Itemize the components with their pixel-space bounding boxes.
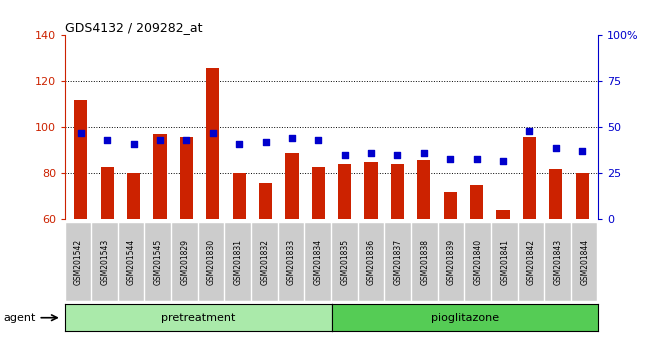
Point (287, 136, 297, 141)
Bar (391, 164, 404, 219)
Point (445, 156, 456, 161)
Bar (153, 134, 166, 219)
Bar (101, 166, 114, 219)
Text: GSM201829: GSM201829 (181, 239, 189, 285)
Text: GDS4132 / 209282_at: GDS4132 / 209282_at (65, 21, 203, 34)
Bar (575, 173, 589, 219)
Text: GSM201838: GSM201838 (421, 239, 429, 285)
Point (524, 128, 534, 134)
Point (313, 137, 324, 143)
Text: GSM201545: GSM201545 (154, 239, 162, 285)
Text: agent: agent (3, 313, 36, 323)
Bar (206, 68, 219, 219)
Text: pretreatment: pretreatment (161, 313, 235, 323)
Point (129, 141, 139, 147)
Text: GSM201831: GSM201831 (234, 239, 242, 285)
Point (471, 156, 482, 161)
Text: GSM201842: GSM201842 (527, 239, 536, 285)
Point (419, 150, 429, 156)
Bar (338, 164, 351, 219)
Point (234, 141, 244, 147)
Point (577, 149, 588, 154)
Text: GSM201839: GSM201839 (447, 239, 456, 285)
Bar (127, 173, 140, 219)
Bar (285, 153, 298, 219)
Text: GSM201542: GSM201542 (74, 239, 83, 285)
Point (102, 137, 112, 143)
Bar (549, 169, 562, 219)
Point (75, 130, 86, 136)
Point (339, 152, 350, 158)
Point (366, 150, 376, 156)
Point (551, 145, 561, 150)
Text: GSM201830: GSM201830 (207, 239, 216, 285)
Text: GSM201840: GSM201840 (474, 239, 482, 285)
Text: GSM201832: GSM201832 (261, 239, 269, 285)
Text: GSM201841: GSM201841 (500, 239, 509, 285)
Bar (74, 100, 88, 219)
Bar (312, 166, 325, 219)
Bar (365, 162, 378, 219)
Text: GSM201844: GSM201844 (580, 239, 589, 285)
Text: pioglitazone: pioglitazone (431, 313, 499, 323)
Bar (417, 160, 430, 219)
Text: GSM201836: GSM201836 (367, 239, 376, 285)
Text: GSM201544: GSM201544 (127, 239, 136, 285)
Point (392, 152, 402, 158)
Text: GSM201837: GSM201837 (394, 239, 402, 285)
Point (181, 137, 192, 143)
Text: GSM201833: GSM201833 (287, 239, 296, 285)
Bar (233, 173, 246, 219)
Bar (470, 185, 483, 219)
Text: GSM201834: GSM201834 (314, 239, 322, 285)
Point (155, 137, 165, 143)
Point (207, 130, 218, 136)
Text: GSM201543: GSM201543 (101, 239, 109, 285)
Bar (523, 137, 536, 219)
Point (261, 139, 271, 145)
Bar (497, 210, 510, 219)
Text: GSM201835: GSM201835 (341, 239, 349, 285)
Point (498, 158, 508, 164)
Bar (180, 137, 193, 219)
Bar (444, 192, 457, 219)
Bar (259, 183, 272, 219)
Text: GSM201843: GSM201843 (554, 239, 562, 285)
